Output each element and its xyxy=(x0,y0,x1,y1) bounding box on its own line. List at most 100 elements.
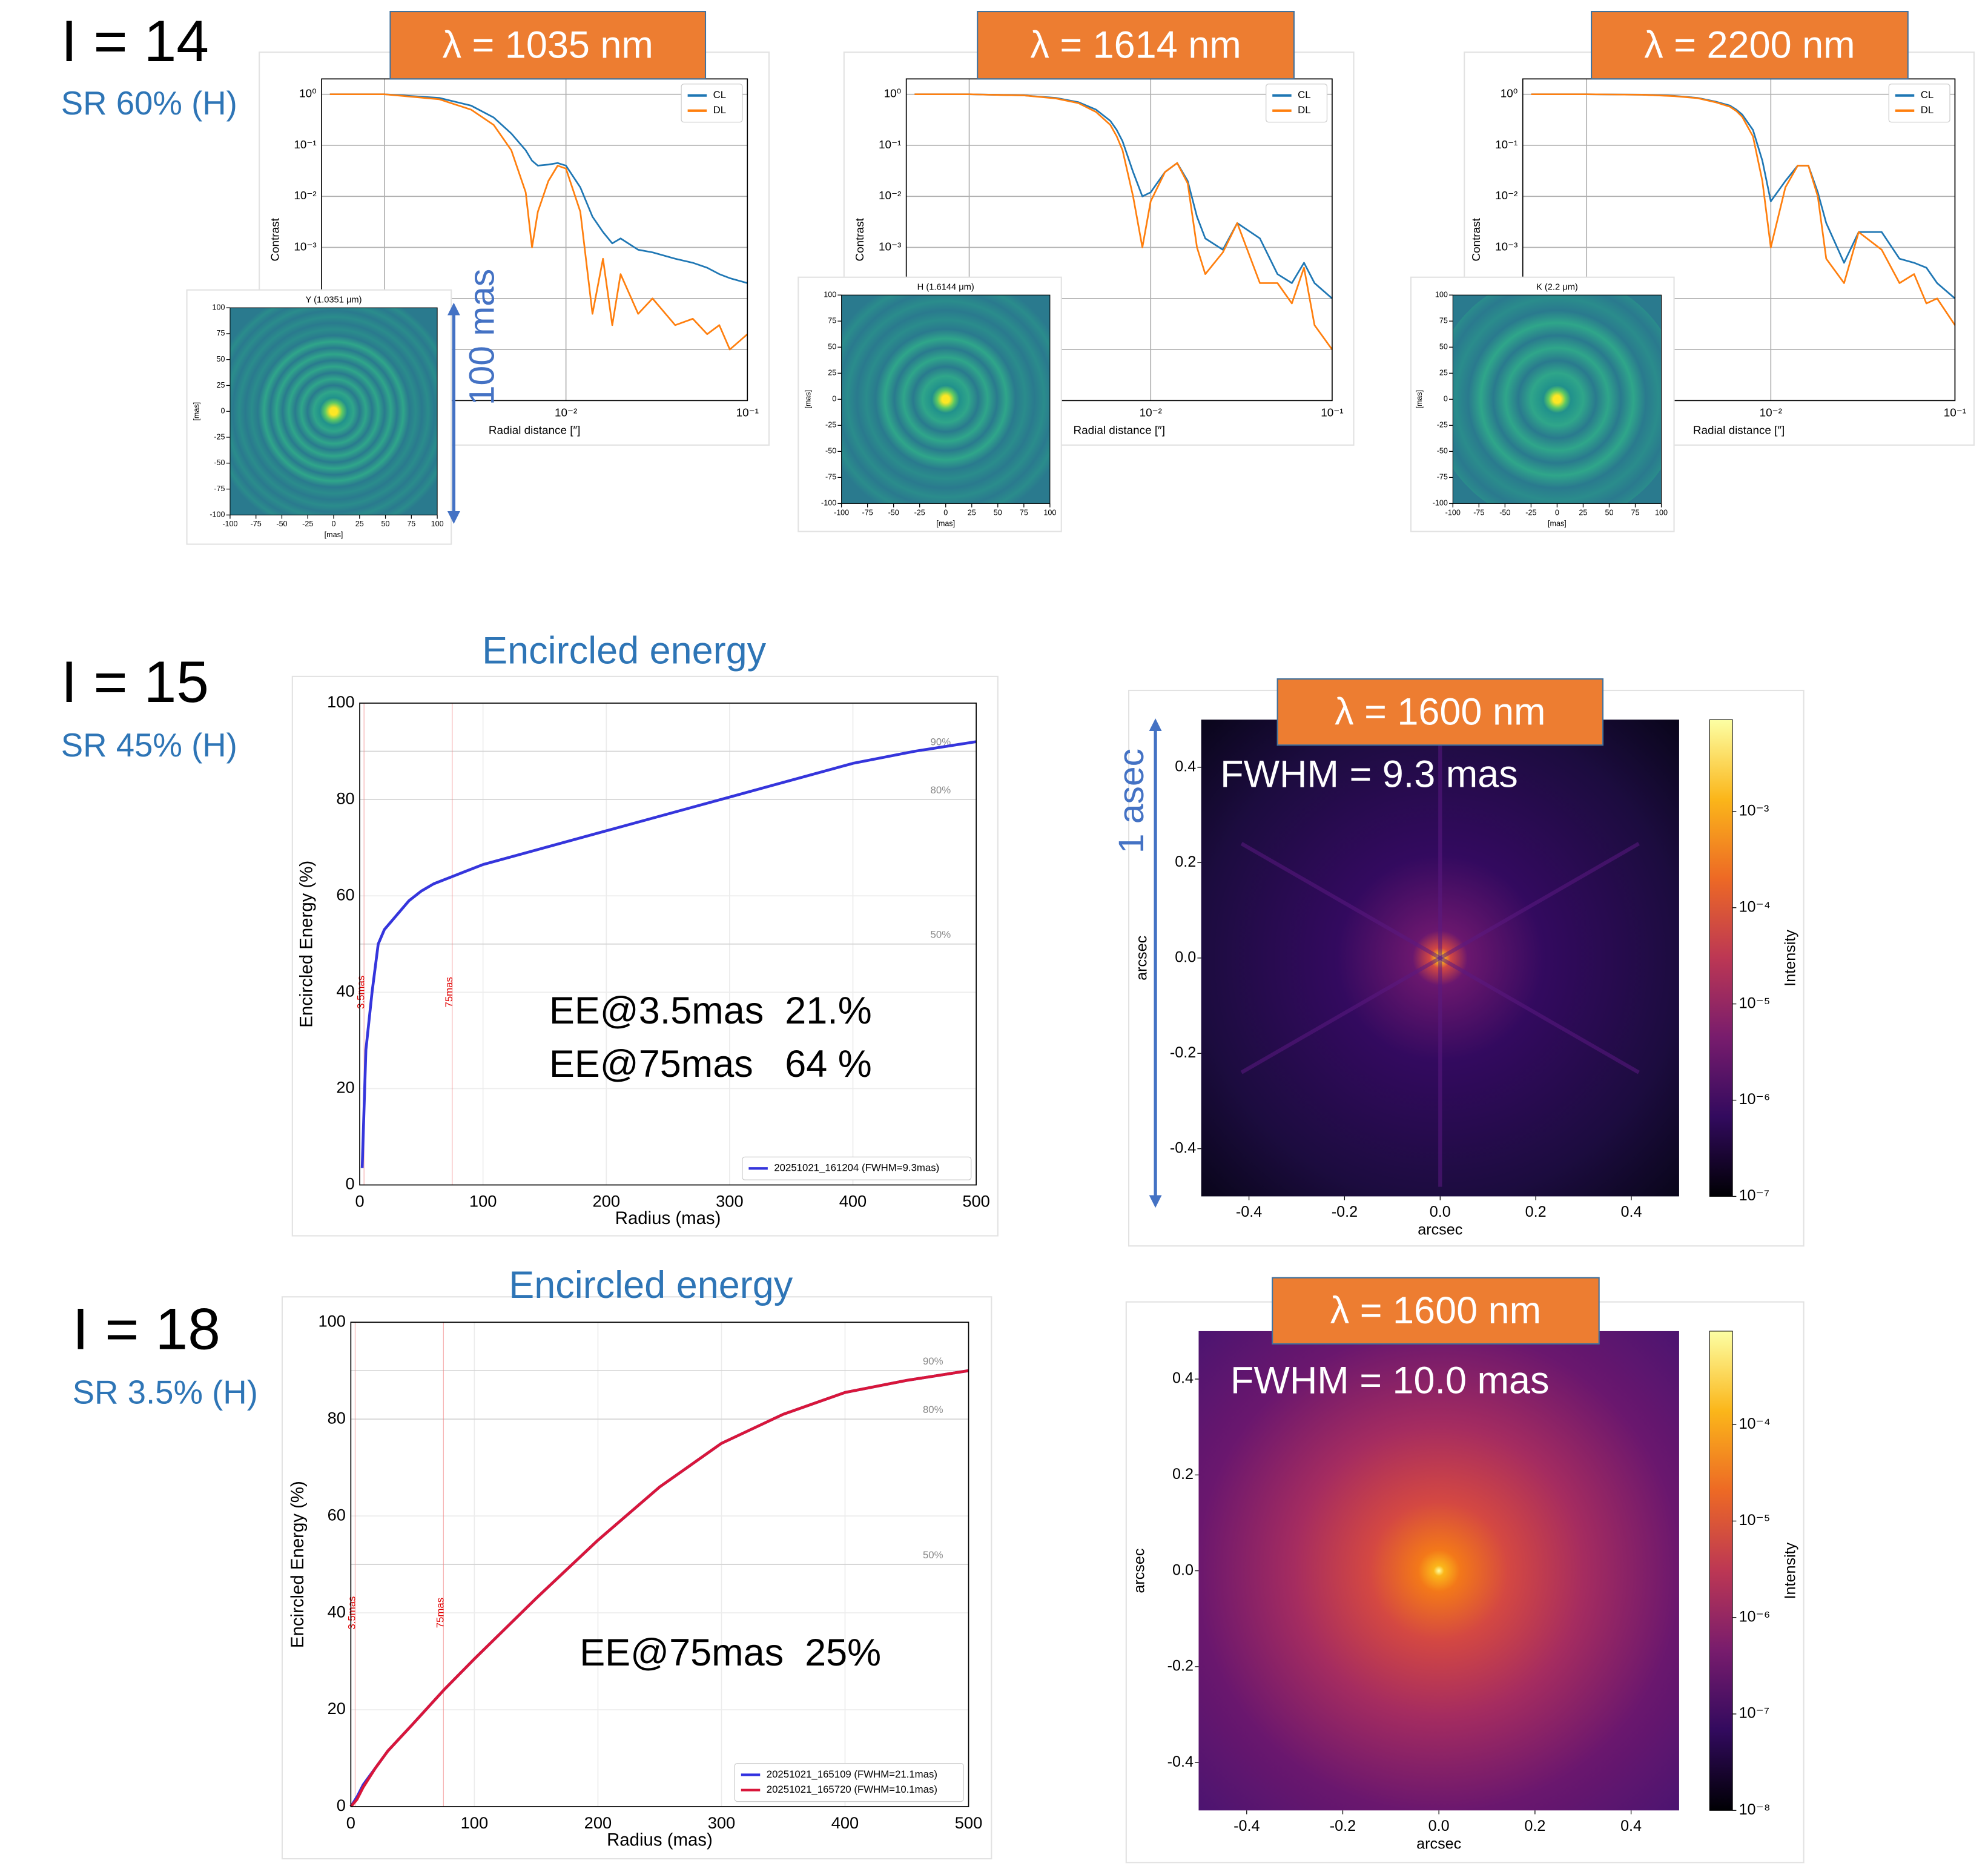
chart-title: λ = 1600 nm xyxy=(1330,1289,1541,1332)
y-tick-label: 0.4 xyxy=(1175,758,1196,775)
legend-label: CL xyxy=(1298,89,1310,101)
y-axis-label: [mas] xyxy=(1415,390,1424,409)
y-tick-label: 10⁰ xyxy=(299,88,317,101)
colorbar-tick-label: 10⁻⁸ xyxy=(1739,1801,1771,1818)
colorbar-tick-label: 10⁻⁵ xyxy=(1739,994,1771,1011)
y-tick-label: 10⁻³ xyxy=(1495,241,1517,254)
colorbar-tick-label: 10⁻⁴ xyxy=(1739,898,1771,915)
colorbar xyxy=(1709,1331,1733,1811)
legend-label: DL xyxy=(1298,104,1310,116)
y-axis-label: arcsec xyxy=(1131,1549,1148,1593)
y-tick-label: -100 xyxy=(210,511,225,519)
x-tick-label: -25 xyxy=(914,508,925,517)
y-axis-label: arcsec xyxy=(1134,936,1151,981)
scale-label: 1 asec xyxy=(1112,749,1151,853)
colorbar-tick-label: 10⁻⁷ xyxy=(1739,1187,1769,1204)
y-tick-label: 10⁻² xyxy=(1495,190,1517,202)
x-tick-label: 0.2 xyxy=(1524,1818,1545,1834)
y-tick-label: 0 xyxy=(832,395,836,403)
y-axis-label: [mas] xyxy=(193,402,201,421)
y-tick-label: -0.4 xyxy=(1167,1753,1194,1770)
strehl-label: SR 60% (H) xyxy=(61,85,237,122)
x-tick-label: 75 xyxy=(1020,508,1028,517)
y-tick-label: -25 xyxy=(214,432,225,441)
y-tick-label: -0.2 xyxy=(1170,1044,1196,1061)
y-tick-label: 0.2 xyxy=(1175,853,1196,870)
legend-label: 20251021_161204 (FWHM=9.3mas) xyxy=(774,1162,939,1174)
chart: 0 100 200 300 400 500 0 20 40 60 80 100 90% 80% 50% 3.5… xyxy=(291,630,999,1237)
x-tick-label: -50 xyxy=(276,520,287,528)
x-tick-label: 300 xyxy=(716,1191,744,1210)
legend-label: 20251021_165720 (FWHM=10.1mas) xyxy=(767,1784,937,1795)
x-tick-label: -75 xyxy=(251,520,262,528)
psf-spike xyxy=(1240,842,1640,1074)
x-tick-label: 100 xyxy=(1043,508,1056,517)
y-tick-label: 0.0 xyxy=(1172,1561,1194,1578)
annotation: EE@3.5mas 21.% xyxy=(549,990,872,1032)
x-tick-label: 10⁻¹ xyxy=(736,407,759,420)
colorbar-label: Intensity xyxy=(1782,1542,1798,1599)
y-axis-label: Contrast xyxy=(854,217,867,261)
x-tick-label: 0 xyxy=(943,508,948,517)
y-tick-label: 0.4 xyxy=(1172,1370,1194,1387)
chart-title: K (2.2 μm) xyxy=(1536,282,1578,292)
colorbar-label: Intensity xyxy=(1782,930,1798,987)
y-tick-label: 10⁻¹ xyxy=(1495,139,1517,151)
series-line xyxy=(1531,93,1956,326)
y-tick-label: 100 xyxy=(327,692,355,711)
y-tick-label: 75 xyxy=(1439,317,1448,325)
psf-image xyxy=(841,294,1051,504)
chart: -100 -75 -50 -25 0 25 50 75 100 -100 -75 -50 -25 0 25 5… xyxy=(186,269,501,545)
y-tick-label: 10⁰ xyxy=(1501,88,1518,101)
legend-label: CL xyxy=(1921,89,1934,101)
axes-frame xyxy=(350,1322,969,1807)
x-tick-label: 25 xyxy=(1579,508,1587,517)
legend-box xyxy=(1266,84,1328,123)
x-tick-label: 0 xyxy=(1555,508,1559,517)
series-line xyxy=(360,740,977,1168)
chart-title: λ = 1614 nm xyxy=(1030,24,1241,67)
series-line xyxy=(349,1369,969,1808)
x-axis-label: Radial distance [″] xyxy=(1074,425,1165,437)
x-axis-label: arcsec xyxy=(1418,1222,1462,1239)
x-tick-label: 50 xyxy=(994,508,1002,517)
series-line xyxy=(914,93,1333,350)
x-tick-label: 0.0 xyxy=(1430,1203,1451,1220)
legend-box xyxy=(742,1156,972,1180)
y-tick-label: 50 xyxy=(1439,343,1448,351)
y-tick-label: 0 xyxy=(221,407,225,415)
y-tick-label: -50 xyxy=(1437,447,1448,455)
x-axis-label: Radial distance [″] xyxy=(1693,425,1785,437)
y-tick-label: 80 xyxy=(336,789,354,807)
x-tick-label: 200 xyxy=(584,1813,612,1832)
chart-title: H (1.6144 μm) xyxy=(917,282,974,292)
x-axis-label: [mas] xyxy=(936,519,955,528)
strehl-label: SR 45% (H) xyxy=(61,727,237,764)
y-tick-label: 10⁻³ xyxy=(294,241,316,254)
y-tick-label: -0.2 xyxy=(1167,1658,1194,1675)
x-tick-label: 100 xyxy=(431,520,444,528)
x-tick-label: -25 xyxy=(1525,508,1536,517)
x-tick-label: 75 xyxy=(1631,508,1639,517)
y-tick-label: 0 xyxy=(1444,395,1448,403)
colorbar-tick-label: 10⁻⁷ xyxy=(1739,1705,1769,1722)
x-tick-label: 0.2 xyxy=(1525,1203,1547,1220)
colorbar xyxy=(1709,719,1733,1197)
marker-label: 3.5mas xyxy=(346,1596,358,1630)
title-box xyxy=(977,11,1295,80)
colorbar-tick-label: 10⁻⁶ xyxy=(1739,1091,1771,1108)
annotation: EE@75mas 64 % xyxy=(549,1043,872,1085)
x-tick-label: -0.2 xyxy=(1330,1818,1356,1834)
x-tick-label: 25 xyxy=(968,508,976,517)
scale-label: 100 mas xyxy=(462,269,501,405)
y-tick-label: 0.2 xyxy=(1172,1466,1194,1483)
colorbar-tick-label: 10⁻³ xyxy=(1739,802,1769,819)
colorbar-tick-label: 10⁻⁵ xyxy=(1739,1512,1771,1529)
chart-title: Y (1.0351 μm) xyxy=(305,295,362,305)
x-tick-label: 0 xyxy=(346,1813,355,1832)
x-tick-label: -75 xyxy=(862,508,873,517)
legend-label: DL xyxy=(1921,104,1934,116)
legend-label: DL xyxy=(713,104,726,116)
x-tick-label: -25 xyxy=(302,520,313,528)
psf-image xyxy=(1452,294,1662,504)
